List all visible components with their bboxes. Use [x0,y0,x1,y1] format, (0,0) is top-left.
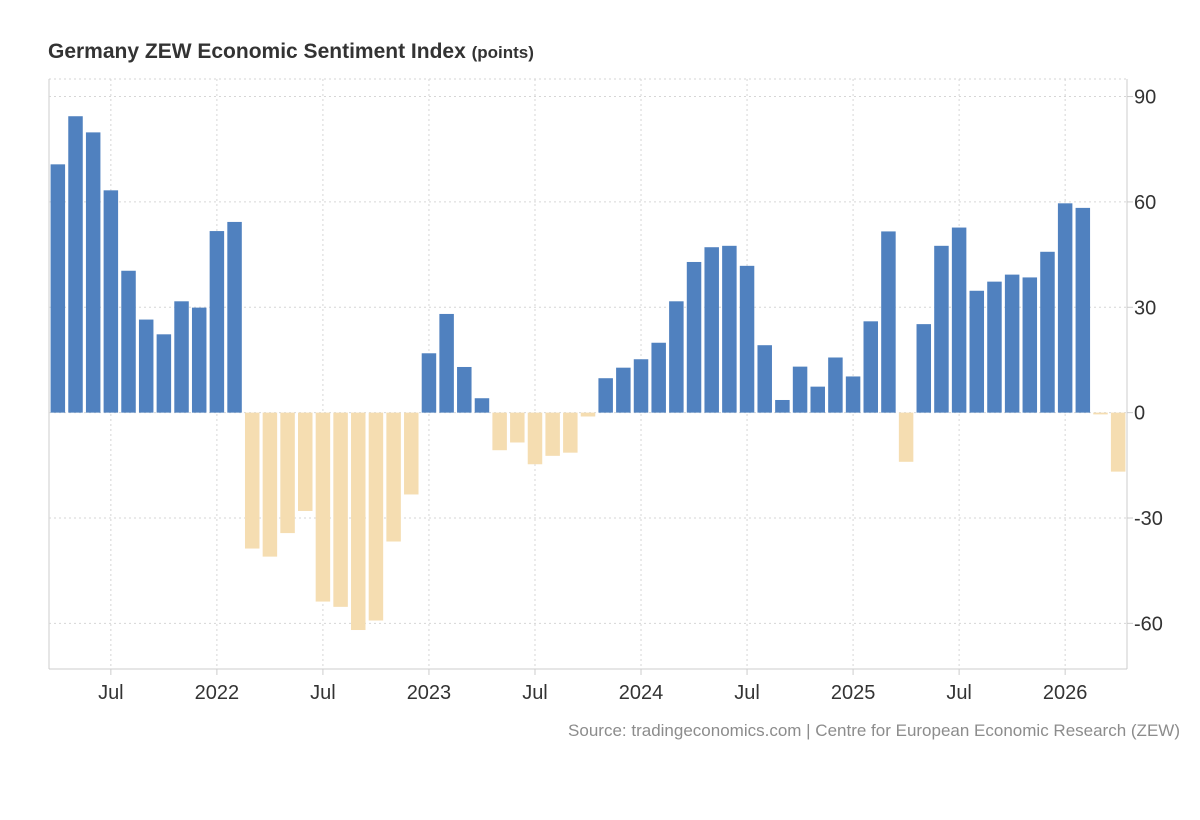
bar [686,261,702,413]
bar [1057,203,1073,413]
bar [421,353,437,413]
bar [845,376,861,413]
x-tick-label: Jul [734,682,760,704]
bar [1075,207,1091,413]
y-tick-label: 60 [1134,192,1156,214]
source-note: Source: tradingeconomics.com | Centre fo… [568,721,1180,740]
bar [616,367,631,413]
bar [510,412,525,443]
bar [739,265,755,413]
bar [85,132,101,413]
x-tick-label: 2023 [407,682,452,704]
bar [757,345,772,413]
bar [333,412,348,607]
bar [1040,251,1055,413]
x-tick-label: Jul [98,682,124,704]
bar [351,412,366,631]
x-tick-label: 2024 [619,682,664,704]
bar [457,366,472,413]
bar [492,412,507,451]
bar [810,386,825,413]
y-tick-label: 0 [1134,403,1145,425]
bar [68,116,83,413]
bar [916,324,932,413]
bar [987,281,1002,413]
bar [439,313,454,413]
bar [527,412,543,465]
bar [227,221,242,413]
bar [545,412,560,456]
y-tick-label: -30 [1134,508,1163,530]
bar [1004,274,1020,413]
bar [881,231,896,413]
bar [1110,412,1126,472]
bar [1022,277,1038,413]
bar [951,227,967,413]
bar [704,247,719,413]
chart-unit: (points) [471,43,534,62]
bar [298,412,313,511]
chart-title: Germany ZEW Economic Sentiment Index (po… [48,40,534,64]
x-tick-label: 2025 [831,682,876,704]
bar [1093,412,1108,415]
bar [209,231,225,413]
y-tick-label: 30 [1134,297,1156,319]
bar [898,412,914,462]
bar [775,399,790,413]
bar [50,164,66,413]
x-tick-label: Jul [946,682,972,704]
bar [404,412,419,495]
bar [191,307,207,413]
bar [244,412,260,549]
x-tick-label: Jul [522,682,548,704]
bar [138,319,154,413]
bar [633,359,649,413]
bar [598,378,613,413]
chart-title-text: Germany ZEW Economic Sentiment Index [48,40,466,63]
bar [121,270,136,413]
bar [828,357,843,413]
bar [863,321,878,413]
bar [651,342,666,413]
bar [722,245,737,413]
bar [174,301,189,413]
bar [156,334,172,413]
bar [262,412,278,557]
x-tick-label: 2026 [1043,682,1088,704]
bar [280,412,295,534]
bar [580,412,596,417]
bar [563,412,578,453]
bar [969,290,985,413]
y-tick-label: 90 [1134,87,1156,109]
bar [792,366,808,413]
bar [934,245,949,413]
x-tick-label: 2022 [195,682,240,704]
bar [315,412,331,602]
bar [474,398,490,413]
y-tick-label: -60 [1134,613,1163,635]
x-tick-label: Jul [310,682,336,704]
bar [103,190,119,413]
bar [669,301,684,413]
bar [386,412,401,542]
bar [368,412,384,621]
